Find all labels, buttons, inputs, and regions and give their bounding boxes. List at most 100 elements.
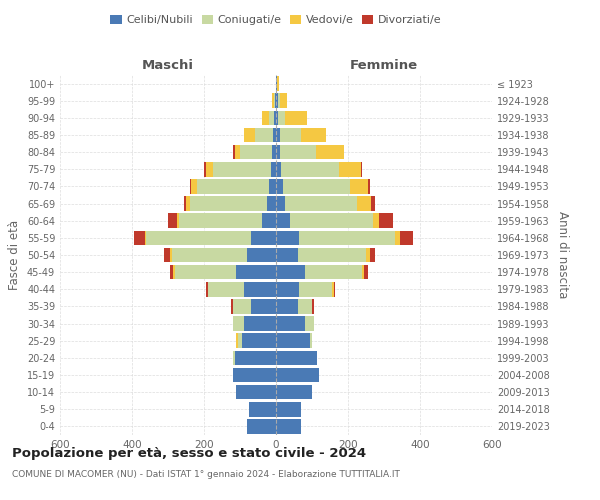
Bar: [170, 265, 173, 280]
Bar: [262, 214, 276, 228]
Bar: [244, 282, 276, 296]
Bar: [238, 334, 242, 348]
Text: COMUNE DI MACOMER (NU) - Dati ISTAT 1° gennaio 2024 - Elaborazione TUTTITALIA.IT: COMUNE DI MACOMER (NU) - Dati ISTAT 1° g…: [12, 470, 400, 479]
Bar: [236, 265, 276, 280]
Bar: [276, 110, 278, 125]
Bar: [339, 162, 361, 176]
Bar: [276, 214, 290, 228]
Bar: [172, 248, 247, 262]
Bar: [276, 145, 280, 160]
Bar: [249, 402, 276, 416]
Bar: [298, 248, 366, 262]
Bar: [281, 162, 339, 176]
Bar: [236, 334, 238, 348]
Bar: [276, 162, 281, 176]
Bar: [272, 145, 276, 160]
Bar: [190, 179, 191, 194]
Bar: [274, 94, 275, 108]
Bar: [206, 282, 208, 296]
Bar: [275, 94, 276, 108]
Bar: [298, 299, 312, 314]
Bar: [277, 76, 278, 91]
Bar: [262, 110, 269, 125]
Bar: [366, 248, 370, 262]
Bar: [242, 334, 276, 348]
Bar: [247, 248, 276, 262]
Bar: [267, 196, 276, 211]
Bar: [274, 110, 276, 125]
Bar: [204, 162, 206, 176]
Bar: [299, 230, 395, 245]
Bar: [233, 145, 235, 160]
Bar: [370, 248, 375, 262]
Bar: [179, 214, 262, 228]
Bar: [283, 179, 350, 194]
Bar: [213, 162, 271, 176]
Bar: [233, 350, 235, 365]
Bar: [272, 94, 274, 108]
Bar: [332, 282, 334, 296]
Bar: [190, 196, 267, 211]
Bar: [233, 299, 251, 314]
Bar: [276, 299, 298, 314]
Bar: [233, 316, 244, 331]
Bar: [276, 179, 283, 194]
Bar: [276, 265, 305, 280]
Bar: [379, 214, 393, 228]
Bar: [334, 282, 335, 296]
Bar: [271, 162, 276, 176]
Bar: [285, 196, 357, 211]
Bar: [276, 282, 299, 296]
Bar: [276, 419, 301, 434]
Bar: [305, 316, 314, 331]
Bar: [236, 385, 276, 400]
Bar: [310, 334, 312, 348]
Bar: [361, 162, 362, 176]
Bar: [164, 248, 170, 262]
Bar: [168, 214, 177, 228]
Bar: [269, 179, 276, 194]
Bar: [235, 145, 240, 160]
Bar: [299, 282, 332, 296]
Bar: [276, 402, 301, 416]
Bar: [247, 419, 276, 434]
Text: Popolazione per età, sesso e stato civile - 2024: Popolazione per età, sesso e stato civil…: [12, 448, 366, 460]
Bar: [240, 145, 272, 160]
Bar: [276, 196, 285, 211]
Bar: [276, 76, 277, 91]
Bar: [285, 110, 307, 125]
Bar: [368, 179, 370, 194]
Bar: [278, 110, 285, 125]
Bar: [280, 94, 287, 108]
Bar: [186, 196, 190, 211]
Bar: [276, 128, 280, 142]
Bar: [312, 299, 314, 314]
Bar: [244, 316, 276, 331]
Bar: [191, 179, 197, 194]
Bar: [134, 230, 145, 245]
Bar: [175, 265, 236, 280]
Bar: [251, 230, 276, 245]
Bar: [173, 265, 175, 280]
Bar: [301, 128, 326, 142]
Bar: [357, 196, 371, 211]
Bar: [251, 299, 276, 314]
Bar: [276, 230, 299, 245]
Bar: [276, 334, 310, 348]
Bar: [255, 128, 273, 142]
Bar: [208, 282, 244, 296]
Bar: [269, 110, 274, 125]
Bar: [280, 145, 316, 160]
Bar: [244, 128, 255, 142]
Bar: [316, 145, 344, 160]
Bar: [146, 230, 251, 245]
Bar: [273, 128, 276, 142]
Text: Femmine: Femmine: [350, 58, 418, 71]
Bar: [276, 350, 317, 365]
Bar: [145, 230, 146, 245]
Bar: [362, 265, 364, 280]
Bar: [276, 248, 298, 262]
Bar: [276, 94, 278, 108]
Bar: [197, 179, 269, 194]
Bar: [373, 214, 379, 228]
